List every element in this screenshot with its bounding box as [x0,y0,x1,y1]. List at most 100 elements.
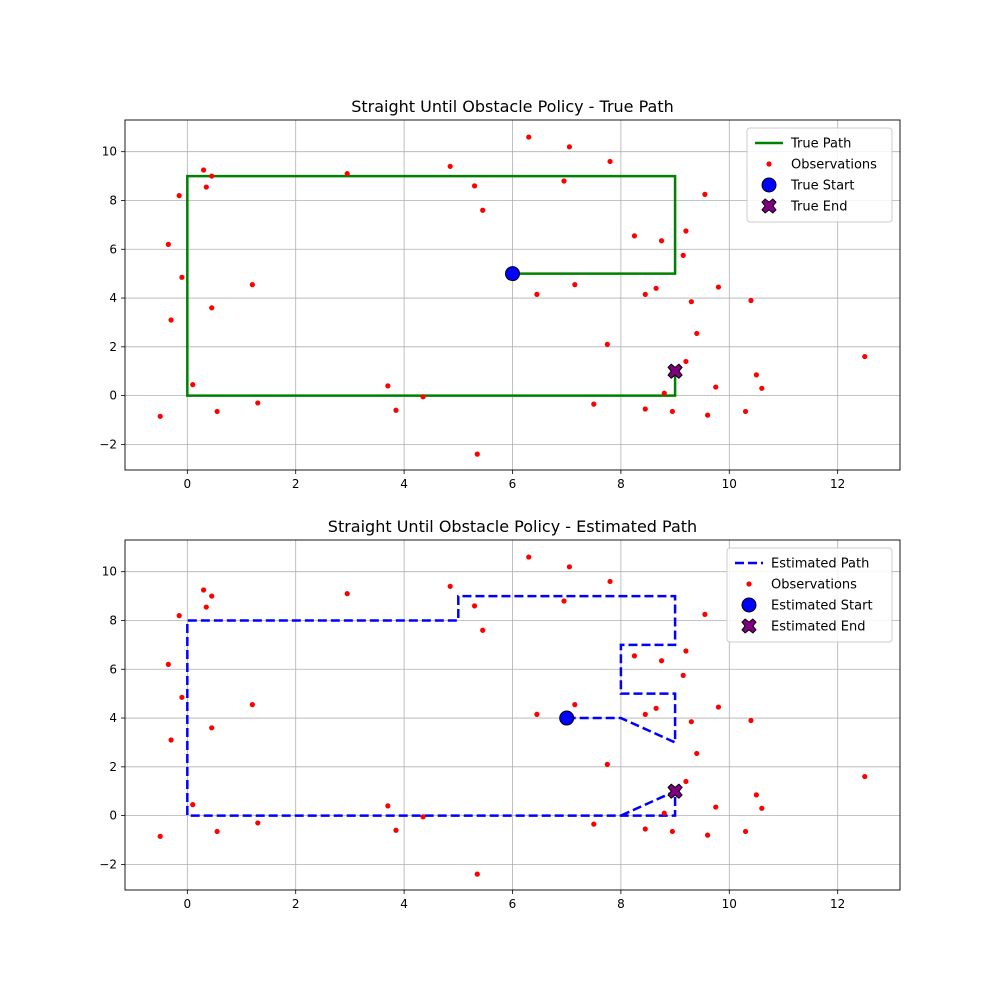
x-tick-label: 2 [292,897,300,911]
observation-point [604,761,610,767]
observation-point [688,719,694,725]
observation-point [190,382,196,388]
observation-point [214,828,220,835]
observation-point [680,252,686,258]
observation-point [631,233,638,239]
x-tick-label: 8 [617,477,625,491]
observation-point [393,827,399,833]
observation-point [168,737,174,743]
observation-point [753,792,759,798]
observation-point [591,821,597,827]
observation-point [474,451,480,457]
observation-point [742,828,749,835]
legend-swatch-estimated-start [741,597,757,613]
observation-point [604,341,610,347]
observation-point [702,611,708,617]
y-tick-label: 8 [109,193,117,207]
grid [125,540,900,890]
legend-label: True End [790,200,847,215]
legend: Estimated Path Observations Estimated Star… [726,547,893,643]
observation-point [344,591,350,597]
observation-point [694,330,700,337]
observation-point [862,353,868,360]
observations-series [157,554,868,877]
axes-frame [124,539,901,891]
legend-frame [726,547,893,643]
y-tick-label: 6 [109,242,117,256]
y-tick-label: 2 [109,760,117,774]
legend-swatch-true-end [761,198,777,214]
estimated-end-marker [667,783,683,799]
x-tick-label: 0 [184,477,192,491]
observation-point [748,717,754,724]
y-tick-label: 4 [109,291,117,305]
observation-point [631,653,638,659]
observation-point [683,358,689,365]
legend: True Path Observations True Start True End [746,127,893,223]
legend-label: Estimated End [771,620,866,635]
true-path-line [186,174,677,397]
x-tick-label: 6 [509,477,517,491]
observation-point [680,672,686,678]
observation-point [561,598,567,604]
observation-point [713,384,719,390]
observation-point [255,400,261,406]
observation-point [471,183,478,189]
plot-area [157,134,868,457]
legend-frame [746,127,893,223]
legend-swatch-observations [746,581,752,587]
observation-point [702,191,708,197]
observation-point [642,826,648,832]
observation-point [742,408,749,415]
plot-area [157,554,868,877]
observation-point [759,385,765,391]
x-tick-label: 8 [617,897,625,911]
y-tick-label: −2 [99,437,117,451]
x-tick-label: 12 [830,477,845,491]
observation-point [862,773,868,780]
observation-point [715,704,722,710]
x-tick-label: 12 [830,897,845,911]
observation-point [249,282,255,288]
observation-point [759,805,765,811]
observation-point [713,804,719,810]
x-tick-label: 0 [184,897,192,911]
observation-point [255,820,261,826]
y-tick-label: 0 [109,809,117,823]
chart-panel-2: Straight Until Obstacle Policy - Estimat… [99,517,901,911]
observation-point [157,833,163,839]
observation-point [753,372,759,378]
legend-swatch-observations [766,161,772,167]
observation-point [249,702,255,708]
legend-label: True Path [790,137,851,152]
y-tick-label: 8 [109,613,117,627]
observation-point [607,578,613,585]
legend-swatch-true-start [761,177,777,193]
observation-point [385,383,391,389]
observation-point [385,803,391,809]
observation-point [179,694,185,700]
legend-label: Estimated Path [771,557,869,572]
axes-frame [124,119,901,471]
observation-point [179,274,185,280]
observation-point [480,627,486,633]
x-tick-label: 2 [292,477,300,491]
observation-point [420,394,426,400]
observation-point [480,207,486,213]
chart-title: Straight Until Obstacle Policy - Estimat… [328,517,697,536]
observation-point [526,134,532,140]
x-tick-label: 4 [400,477,408,491]
observation-point [176,613,182,619]
observation-point [658,658,665,664]
observation-point [420,814,426,820]
observation-point [176,193,182,199]
observation-point [688,299,694,305]
observation-point [214,408,220,415]
legend-label: Estimated Start [771,599,873,614]
x-tick-label: 10 [722,897,737,911]
observation-point [526,554,532,560]
observation-point [203,184,209,190]
observation-point [168,317,174,323]
observation-point [157,413,163,419]
